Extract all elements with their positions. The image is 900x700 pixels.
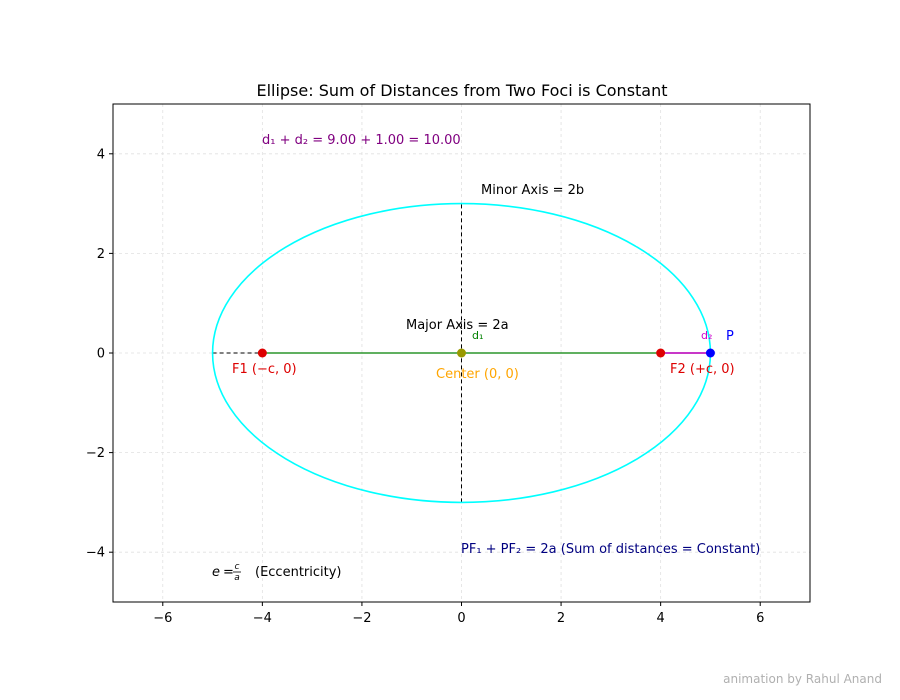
f2-label: F2 (+c, 0) xyxy=(670,362,735,377)
x-tick-label: −6 xyxy=(153,611,172,626)
d1-label: d₁ xyxy=(472,329,483,342)
f1-label: F1 (−c, 0) xyxy=(232,362,297,377)
x-tick-label: 0 xyxy=(457,611,465,626)
svg-text:e: e xyxy=(212,565,220,580)
x-tick-label: −4 xyxy=(253,611,272,626)
y-tick-label: −4 xyxy=(86,546,105,561)
x-tick-label: 6 xyxy=(756,611,764,626)
x-tick-label: 2 xyxy=(557,611,565,626)
center-label: Center (0, 0) xyxy=(436,367,519,382)
ticks: −6 −4 −2 0 2 4 6 −4 −2 0 2 4 xyxy=(86,147,765,626)
p-label: P xyxy=(726,329,734,344)
point-center xyxy=(457,348,466,358)
point-f2 xyxy=(656,348,666,358)
eccentricity-formula: e = c a (Eccentricity) xyxy=(212,562,342,583)
x-tick-label: −2 xyxy=(352,611,371,626)
pf-annotation: PF₁ + PF₂ = 2a (Sum of distances = Const… xyxy=(461,542,760,557)
svg-text:=: = xyxy=(223,565,234,580)
major-axis-label: Major Axis = 2a xyxy=(406,318,509,333)
y-tick-label: 2 xyxy=(97,247,105,262)
chart-title: Ellipse: Sum of Distances from Two Foci … xyxy=(256,81,667,100)
sum-annotation: d₁ + d₂ = 9.00 + 1.00 = 10.00 xyxy=(262,133,461,148)
y-tick-label: 0 xyxy=(97,347,105,362)
point-p xyxy=(705,348,715,358)
d2-label: d₂ xyxy=(701,329,712,342)
y-tick-label: −2 xyxy=(86,446,105,461)
svg-text:a: a xyxy=(234,573,240,583)
y-tick-label: 4 xyxy=(97,147,105,162)
svg-text:c: c xyxy=(235,562,240,572)
eccentricity-label: (Eccentricity) xyxy=(255,565,342,580)
points xyxy=(257,348,715,358)
minor-axis-label: Minor Axis = 2b xyxy=(481,183,584,198)
x-tick-label: 4 xyxy=(657,611,665,626)
point-f1 xyxy=(257,348,267,358)
credit-text: animation by Rahul Anand xyxy=(723,672,882,686)
